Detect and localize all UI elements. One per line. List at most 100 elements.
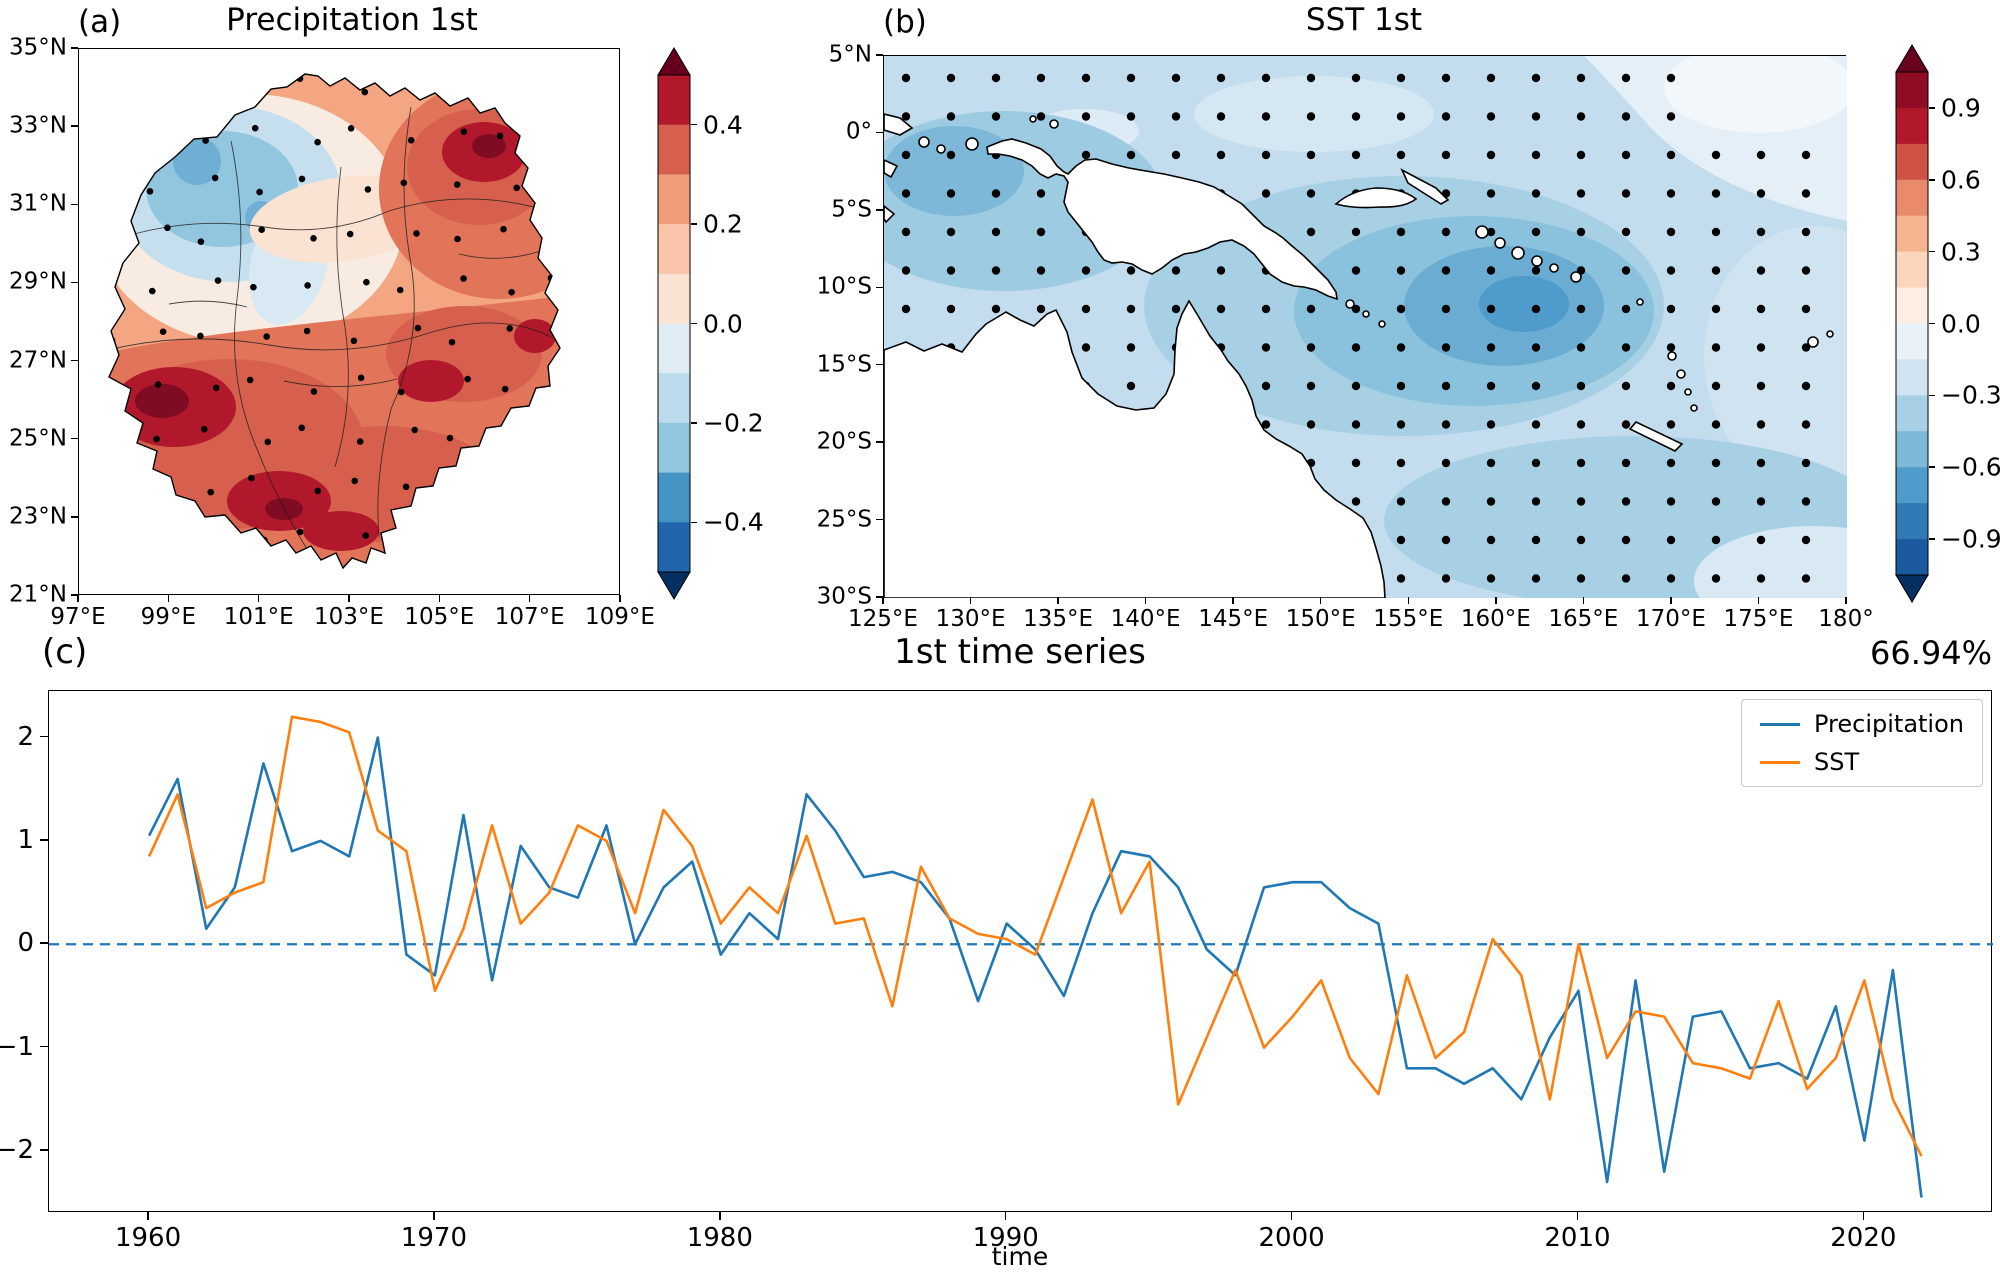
tick-mark	[438, 595, 441, 602]
tick-mark	[1576, 1212, 1579, 1220]
panel-a-map	[78, 48, 620, 595]
tick-mark	[1495, 597, 1497, 604]
panel-b-colorbar	[1895, 44, 1929, 603]
panel-b-title: SST 1st	[1305, 2, 1423, 38]
panel-c-title: 1st time series	[894, 632, 1146, 672]
tick-mark	[1670, 597, 1672, 604]
tick-mark	[348, 595, 350, 602]
panel-b-x-tick: 170°E	[1635, 606, 1706, 632]
sst-line-swatch	[1759, 760, 1800, 764]
tick-mark	[1929, 179, 1935, 181]
panel-b-y-tick: 5°S	[831, 196, 872, 223]
tick-mark	[71, 125, 78, 127]
panel-c-label: (c)	[42, 632, 88, 672]
panel-c-x-tick: 1980	[686, 1223, 753, 1253]
tick-mark	[40, 1149, 48, 1151]
panel-b-x-tick: 135°E	[1023, 606, 1094, 632]
panel-b-y-tick: 0°	[845, 118, 872, 145]
panel-c-y-tick: 0	[17, 928, 34, 959]
panel-b-y-tick: 30°S	[816, 583, 872, 610]
tick-mark	[1057, 597, 1059, 604]
tick-mark	[528, 595, 531, 602]
tick-mark	[71, 437, 78, 440]
panel-a-x-tick: 107°E	[494, 604, 565, 630]
tick-mark	[147, 1212, 149, 1220]
panel-a-y-tick: 21°N	[9, 581, 67, 608]
tick-mark	[876, 54, 883, 56]
tick-mark	[1757, 597, 1760, 604]
panel-b-colorbar-tick: 0.6	[1941, 165, 1981, 195]
tick-mark	[71, 47, 78, 49]
panel-b-x-tick: 125°E	[848, 606, 918, 632]
panel-a-x-tick: 103°E	[314, 604, 384, 630]
panel-c-y-tick: −2	[0, 1134, 34, 1165]
tick-mark	[882, 597, 884, 604]
tick-mark	[40, 735, 48, 738]
panel-c-x-tick: 1970	[400, 1223, 468, 1253]
sst-field	[884, 56, 1847, 598]
panel-b-x-tick: 175°E	[1723, 606, 1794, 632]
tick-mark	[1929, 322, 1935, 325]
panel-c-x-tick: 2000	[1258, 1223, 1325, 1253]
panel-a-title: Precipitation 1st	[226, 2, 478, 38]
tick-mark	[1319, 597, 1322, 604]
tick-mark	[77, 595, 79, 602]
tick-mark	[40, 839, 48, 841]
panel-b-colorbar-tick: 0.9	[1941, 93, 1981, 123]
region-outline	[108, 73, 561, 570]
tick-mark	[619, 595, 621, 602]
panel-a-y-tick: 33°N	[9, 112, 67, 139]
panel-a-colorbar-tick: 0.4	[703, 110, 743, 140]
new-guinea-land	[986, 138, 1338, 301]
sst-series-line	[147, 715, 1923, 1157]
tick-mark	[1407, 597, 1410, 604]
small-islands	[884, 113, 1834, 452]
tick-mark	[876, 209, 883, 211]
panel-b-map	[883, 55, 1847, 598]
panel-b-colorbar-tick: −0.3	[1941, 380, 2000, 410]
panel-b-x-tick: 145°E	[1198, 606, 1269, 632]
precipitation-line-swatch	[1759, 722, 1800, 726]
tick-mark	[1929, 394, 1935, 397]
panel-a-x-tick: 109°E	[585, 604, 655, 630]
legend-item-precipitation: Precipitation	[1759, 710, 1964, 738]
panel-a-colorbar-tick: 0.0	[703, 309, 743, 338]
panel-a-y-tick: 27°N	[9, 347, 67, 374]
legend-label-precipitation: Precipitation	[1813, 710, 1964, 738]
precipitation-field	[109, 74, 560, 568]
tick-mark	[257, 595, 260, 602]
panel-b-x-tick: 140°E	[1110, 606, 1181, 632]
precipitation-map-svg	[108, 73, 561, 570]
panel-a-y-tick: 23°N	[9, 503, 67, 530]
panel-a-colorbar-tick: 0.2	[703, 209, 743, 239]
panel-a-x-tick: 99°E	[140, 604, 196, 630]
tick-mark	[433, 1212, 435, 1220]
panel-b-colorbar-tick: −0.6	[1941, 452, 2000, 482]
panel-b-x-tick: 165°E	[1548, 606, 1619, 632]
tick-mark	[71, 359, 78, 362]
panel-a-colorbar-tick: −0.4	[703, 507, 764, 537]
tick-mark	[1862, 1212, 1865, 1220]
tick-mark	[691, 422, 697, 424]
panel-b-x-tick: 150°E	[1285, 606, 1356, 632]
tick-mark	[167, 595, 170, 602]
tick-mark	[876, 363, 883, 366]
panel-c-plot: Precipitation SST	[48, 690, 1993, 1212]
tick-mark	[1004, 1212, 1007, 1220]
province-borders	[112, 106, 552, 550]
tick-mark	[1232, 597, 1234, 604]
panel-b-label: (b)	[883, 4, 927, 40]
tick-mark	[1144, 597, 1147, 604]
tick-mark	[691, 322, 697, 325]
tick-mark	[1582, 597, 1585, 604]
panel-b-y-tick: 10°S	[816, 273, 872, 300]
panel-c-y-tick: 2	[17, 721, 34, 752]
tick-mark	[876, 518, 883, 521]
legend-item-sst: SST	[1759, 750, 1964, 774]
panel-a-x-tick: 97°E	[50, 604, 106, 630]
panel-b-colorbar-tick: 0.3	[1941, 237, 1981, 267]
tick-mark	[876, 596, 883, 598]
tick-mark	[876, 441, 883, 443]
tick-mark	[719, 1212, 721, 1220]
